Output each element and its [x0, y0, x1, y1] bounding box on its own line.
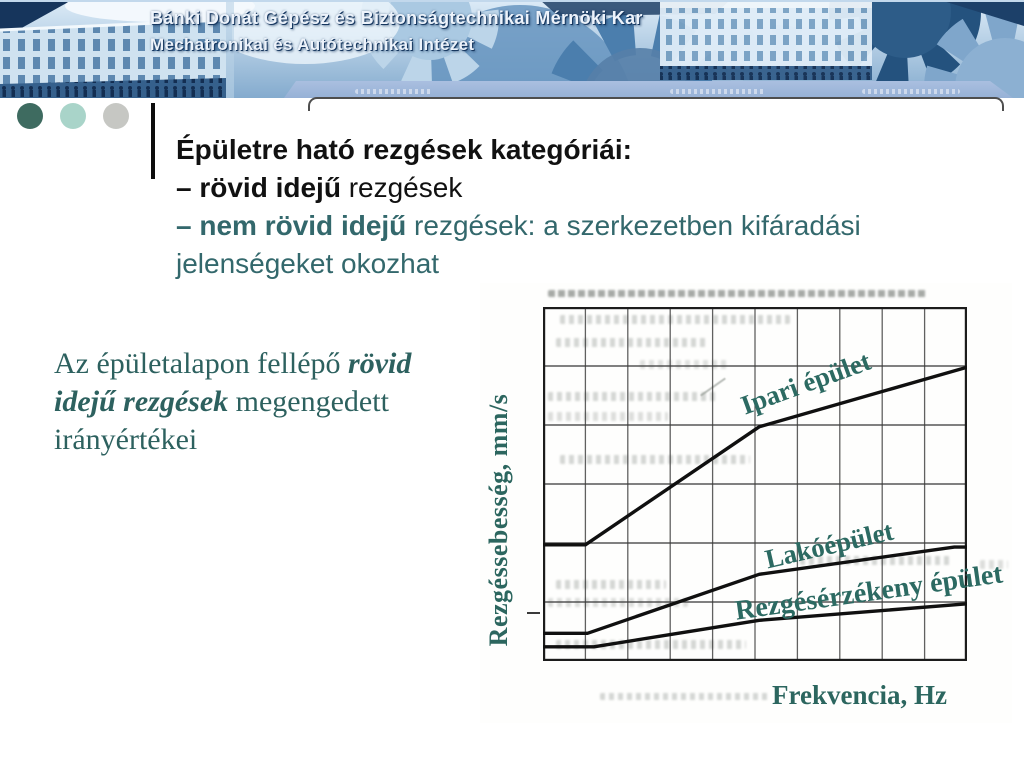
faculty-title: Bánki Donát Gépész és Biztonságtechnikai… [150, 8, 643, 28]
scan-artifact [980, 560, 1008, 569]
scan-artifact [600, 693, 770, 700]
scan-artifact [800, 556, 950, 565]
divider-dots-group [355, 89, 433, 94]
caption-line: Az épületalapon fellépő rövid [54, 347, 412, 380]
scan-artifact [556, 338, 706, 347]
title-line-2: – rövid idejű rezgések [176, 172, 463, 203]
decor-dot-teal [17, 103, 43, 129]
slide-title-block: Épületre ható rezgések kategóriái: – röv… [176, 131, 936, 283]
caption-line: irányértékei [54, 423, 198, 456]
divider-dots-group [862, 89, 960, 94]
institute-title: Mechatronikai és Autótechnikai Intézet [150, 35, 475, 54]
divider-dots-group [670, 89, 766, 94]
decor-dot-seafoam [60, 103, 86, 129]
title-line-3: – nem rövid idejű rezgések: a szerkezetb… [176, 210, 861, 241]
chart-figure: Rezgéssebesség, mm/s Frekvencia, Hz Ipar… [480, 283, 1012, 723]
scan-artifact [548, 392, 718, 401]
scan-artifact [556, 640, 746, 649]
scan-artifact [640, 360, 730, 369]
title-vertical-rule [151, 103, 155, 179]
figure-caption: Az épületalapon fellépő rövid idejű rezg… [54, 345, 494, 459]
y-axis-tick [527, 612, 540, 614]
content-frame-border [308, 97, 1004, 111]
scan-artifact [560, 315, 790, 324]
chart-plot [543, 307, 967, 661]
caption-line: idejű rezgések megengedett [54, 385, 389, 418]
scan-artifact [560, 455, 750, 464]
scan-artifact [548, 290, 928, 297]
y-axis-label: Rezgéssebesség, mm/s [484, 393, 513, 647]
scan-artifact [556, 580, 666, 589]
header-divider-bar [284, 81, 1013, 98]
decor-dot-gray [103, 103, 129, 129]
scan-artifact [548, 412, 668, 421]
title-line-1: Épületre ható rezgések kategóriái: [176, 134, 632, 165]
title-line-4: jelenségeket okozhat [176, 248, 440, 279]
x-axis-label: Frekvencia, Hz [772, 680, 947, 710]
